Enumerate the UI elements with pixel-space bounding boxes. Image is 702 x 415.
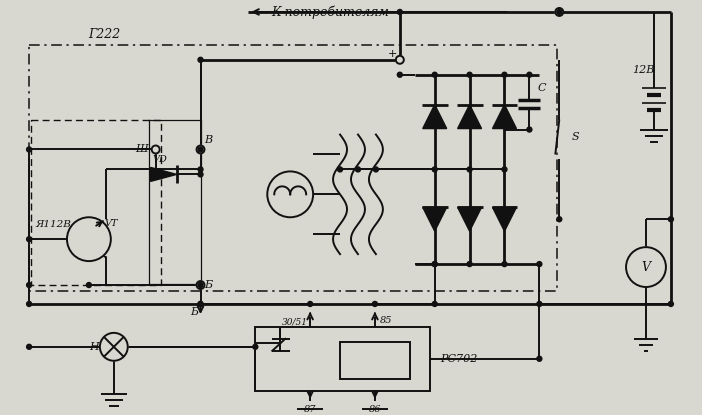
Circle shape	[197, 281, 204, 289]
Circle shape	[198, 283, 203, 288]
Circle shape	[197, 146, 204, 154]
Text: Н: Н	[89, 342, 99, 352]
Text: Г222: Г222	[88, 28, 120, 42]
Circle shape	[502, 261, 507, 266]
Circle shape	[27, 344, 32, 349]
Text: 87: 87	[304, 405, 317, 414]
Circle shape	[397, 72, 402, 77]
Text: Б: Б	[190, 307, 199, 317]
Circle shape	[152, 146, 159, 154]
Circle shape	[253, 344, 258, 349]
Circle shape	[432, 72, 437, 77]
Circle shape	[557, 217, 562, 222]
Circle shape	[198, 147, 203, 152]
Circle shape	[373, 301, 378, 306]
Text: V: V	[642, 261, 651, 273]
Circle shape	[467, 261, 472, 266]
Text: Б: Б	[204, 280, 213, 290]
Text: 86: 86	[369, 405, 381, 414]
Circle shape	[355, 167, 360, 172]
Circle shape	[307, 301, 312, 306]
Polygon shape	[493, 207, 517, 231]
Text: 85: 85	[380, 316, 392, 325]
Circle shape	[267, 171, 313, 217]
Circle shape	[502, 167, 507, 172]
Circle shape	[527, 127, 532, 132]
Circle shape	[396, 56, 404, 64]
Circle shape	[338, 167, 343, 172]
Text: +: +	[388, 49, 397, 59]
Circle shape	[626, 247, 666, 287]
Circle shape	[27, 147, 32, 152]
Circle shape	[198, 172, 203, 177]
Text: В: В	[204, 134, 213, 144]
Circle shape	[27, 301, 32, 306]
Polygon shape	[458, 105, 482, 129]
Text: VD: VD	[152, 155, 167, 164]
Circle shape	[397, 10, 402, 15]
Circle shape	[537, 261, 542, 266]
Polygon shape	[151, 167, 177, 181]
Circle shape	[100, 333, 128, 361]
Text: С: С	[537, 83, 546, 93]
Text: 12В: 12В	[632, 65, 654, 75]
Circle shape	[86, 283, 91, 288]
Circle shape	[537, 301, 542, 306]
Text: РС702: РС702	[439, 354, 477, 364]
Text: Ш: Ш	[135, 144, 148, 154]
Circle shape	[555, 8, 563, 16]
Circle shape	[27, 283, 32, 288]
Polygon shape	[458, 207, 482, 231]
Polygon shape	[423, 105, 446, 129]
Circle shape	[668, 301, 673, 306]
Circle shape	[432, 167, 437, 172]
Circle shape	[537, 356, 542, 361]
Circle shape	[198, 301, 203, 306]
Circle shape	[467, 72, 472, 77]
Circle shape	[467, 167, 472, 172]
Polygon shape	[423, 207, 446, 231]
Circle shape	[527, 72, 532, 77]
Circle shape	[373, 167, 378, 172]
Circle shape	[27, 237, 32, 242]
Circle shape	[198, 57, 203, 62]
FancyBboxPatch shape	[340, 342, 410, 379]
Circle shape	[198, 301, 203, 306]
Circle shape	[502, 72, 507, 77]
Text: Я112В: Я112В	[35, 220, 71, 229]
Circle shape	[432, 261, 437, 266]
Text: VT: VT	[105, 219, 119, 228]
Circle shape	[198, 167, 203, 172]
Polygon shape	[493, 105, 517, 129]
Circle shape	[67, 217, 111, 261]
Text: К потребителям: К потребителям	[271, 5, 389, 19]
Circle shape	[432, 261, 437, 266]
Circle shape	[557, 10, 562, 15]
FancyBboxPatch shape	[256, 327, 430, 391]
Text: S: S	[571, 132, 579, 142]
Circle shape	[668, 217, 673, 222]
Text: 30/51: 30/51	[282, 317, 308, 326]
Circle shape	[432, 301, 437, 306]
